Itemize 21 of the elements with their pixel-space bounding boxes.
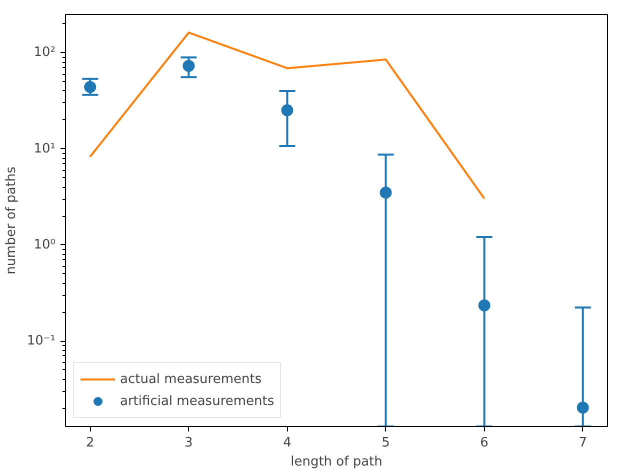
legend-label: artificial measurements <box>120 394 274 408</box>
x-tick-label: 4 <box>283 436 292 450</box>
x-tick-label: 7 <box>578 436 588 450</box>
point <box>380 186 392 199</box>
y-tick-label: 10² <box>34 45 56 60</box>
x-tick-label: 6 <box>480 436 488 450</box>
y-tick-label: 10⁰ <box>34 237 56 252</box>
point <box>182 60 195 72</box>
x-tick-label: 2 <box>86 436 94 450</box>
x-tick-label: 3 <box>184 436 193 450</box>
point <box>84 81 96 93</box>
y-tick-label: 10¹ <box>34 141 56 156</box>
x-tick-label: 5 <box>382 436 390 450</box>
y-tick-label: 10⁻¹ <box>26 334 56 349</box>
line-series <box>89 32 486 200</box>
point <box>281 104 294 116</box>
y-axis-title: number of paths <box>4 166 19 274</box>
point <box>576 402 589 414</box>
legend-label: actual measurements <box>120 372 262 386</box>
point <box>478 299 490 312</box>
x-axis-title: length of path <box>290 454 382 470</box>
